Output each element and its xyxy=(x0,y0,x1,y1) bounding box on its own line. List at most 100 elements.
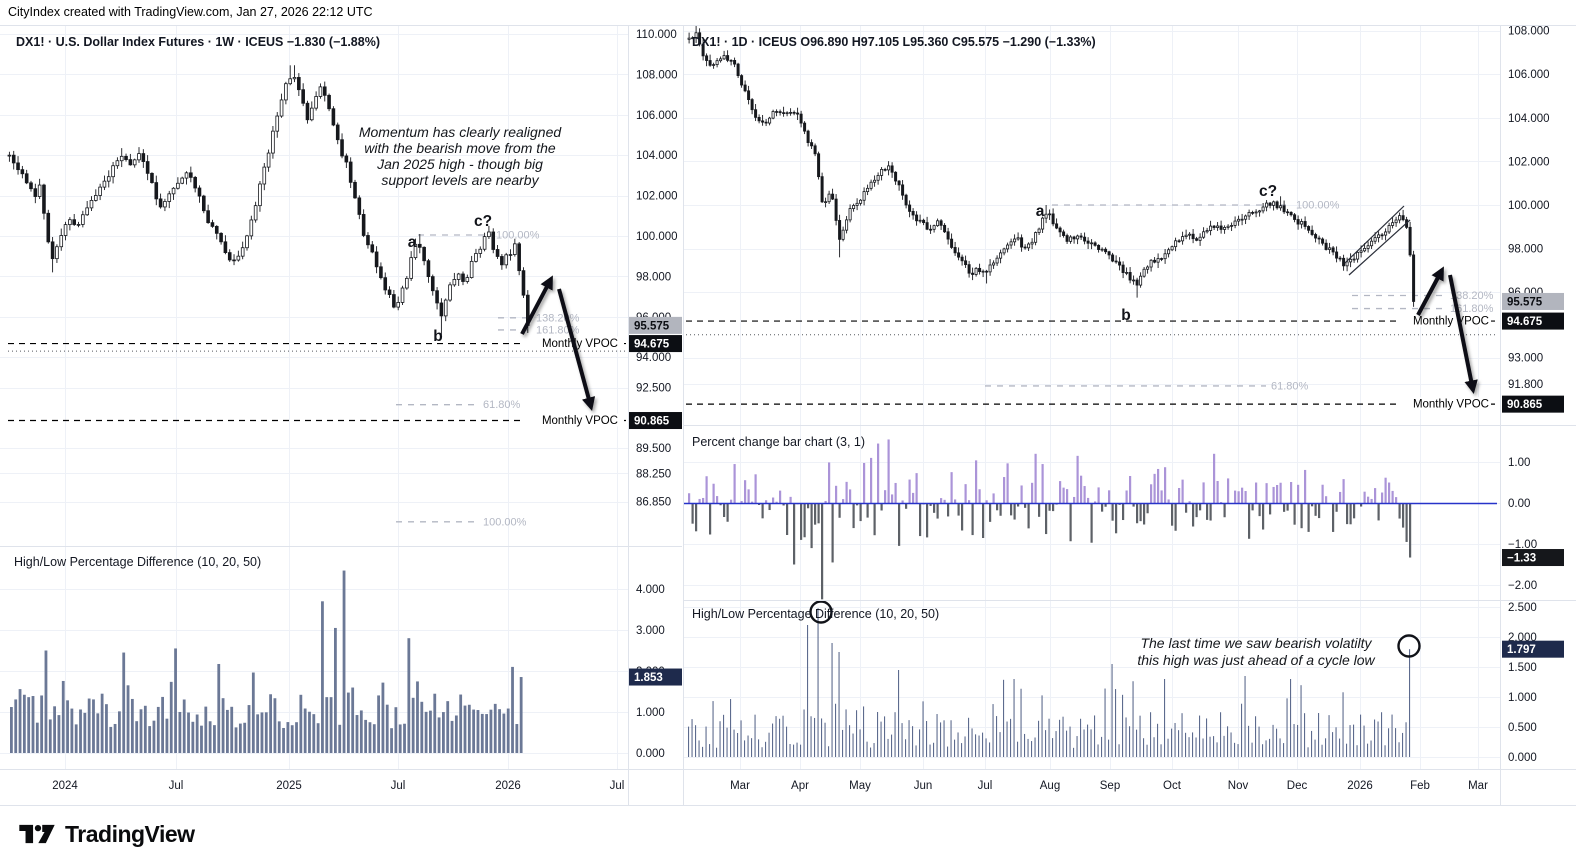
svg-text:−1.33: −1.33 xyxy=(1507,553,1536,565)
left-hlpd-title[interactable]: High/Low Percentage Difference (10, 20, … xyxy=(14,555,261,569)
svg-text:161.80%: 161.80% xyxy=(1450,303,1494,315)
svg-text:support levels are nearby: support levels are nearby xyxy=(381,172,539,188)
tradingview-logo-icon xyxy=(19,824,55,844)
left-main-time-axis[interactable]: 2024 Jul 2025 Jul 2026 Jul xyxy=(52,780,624,792)
left-main-levels: 100.00%138.20%161.80%Monthly VPOC61.80%M… xyxy=(8,229,626,528)
wave-label-c: c? xyxy=(474,213,492,230)
svg-text:89.500: 89.500 xyxy=(636,443,671,455)
left-main-candlesticks xyxy=(7,65,530,335)
svg-text:1.797: 1.797 xyxy=(1507,644,1536,656)
svg-text:100.000: 100.000 xyxy=(1508,200,1550,212)
svg-text:Mar: Mar xyxy=(1468,780,1488,792)
svg-text:Sep: Sep xyxy=(1100,780,1120,792)
svg-text:98.000: 98.000 xyxy=(636,271,671,283)
svg-text:Jul: Jul xyxy=(610,780,625,792)
svg-text:2026: 2026 xyxy=(495,780,521,792)
svg-text:Jun: Jun xyxy=(914,780,933,792)
svg-text:Jul: Jul xyxy=(169,780,184,792)
logo-text: TradingView xyxy=(65,820,195,847)
left-hlpd-bars xyxy=(10,570,523,753)
svg-text:0.000: 0.000 xyxy=(636,748,665,760)
svg-text:100.00%: 100.00% xyxy=(1296,200,1340,212)
svg-text:with the bearish move from the: with the bearish move from the xyxy=(364,140,556,156)
svg-text:Jul: Jul xyxy=(978,780,993,792)
svg-text:2.500: 2.500 xyxy=(1508,602,1537,614)
wave-label-c: c? xyxy=(1259,183,1277,200)
right-chart-legend[interactable]: DX1! · 1D · ICEUS O96.890 H97.105 L95.36… xyxy=(692,35,1096,49)
svg-text:1.000: 1.000 xyxy=(1508,692,1537,704)
wave-label-a: a xyxy=(1036,203,1045,220)
svg-text:94.000: 94.000 xyxy=(636,352,671,364)
svg-text:Oct: Oct xyxy=(1163,780,1182,792)
svg-text:61.80%: 61.80% xyxy=(1271,380,1309,392)
right-main-levels: 100.00%138.20%161.80%Monthly VPOC61.80%M… xyxy=(686,200,1497,411)
attribution-bar: CityIndex created with TradingView.com, … xyxy=(8,0,373,25)
svg-text:108.000: 108.000 xyxy=(636,69,678,81)
right-main-arrows[interactable] xyxy=(1416,266,1478,395)
right-hlpd-title[interactable]: High/Low Percentage Difference (10, 20, … xyxy=(692,607,939,621)
left-chart-legend[interactable]: DX1! · U.S. Dollar Index Futures · 1W · … xyxy=(16,35,380,49)
svg-text:Monthly VPOC: Monthly VPOC xyxy=(1413,399,1489,411)
svg-text:Mar: Mar xyxy=(730,780,750,792)
svg-text:2024: 2024 xyxy=(52,780,78,792)
svg-text:The last time we saw bearish v: The last time we saw bearish volatilty xyxy=(1140,635,1372,651)
svg-text:Nov: Nov xyxy=(1228,780,1249,792)
svg-text:Aug: Aug xyxy=(1040,780,1060,792)
gridlines xyxy=(0,25,1500,769)
right-main-price-scale[interactable]: 108.000 106.000 104.000 102.000 100.000 98.00… xyxy=(1508,26,1550,391)
svg-text:Feb: Feb xyxy=(1410,780,1430,792)
svg-text:2025: 2025 xyxy=(276,780,302,792)
svg-text:98.000: 98.000 xyxy=(1508,244,1543,256)
svg-text:90.865: 90.865 xyxy=(634,416,670,428)
svg-text:Apr: Apr xyxy=(791,780,809,792)
svg-text:92.500: 92.500 xyxy=(636,383,671,395)
left-main-price-scale[interactable]: 110.000 108.000 106.000 104.000 102.000 100.0… xyxy=(636,29,678,509)
svg-text:this high was just ahead of a: this high was just ahead of a cycle low xyxy=(1137,652,1375,668)
svg-text:94.675: 94.675 xyxy=(1507,316,1543,328)
svg-text:108.000: 108.000 xyxy=(1508,26,1550,38)
svg-text:95.575: 95.575 xyxy=(1507,296,1543,308)
svg-text:102.000: 102.000 xyxy=(1508,156,1550,168)
right-pct-price-scale[interactable]: 1.00 0.00 −1.00 −2.00 xyxy=(1508,457,1537,592)
svg-text:93.000: 93.000 xyxy=(1508,353,1543,365)
svg-text:100.00%: 100.00% xyxy=(483,516,527,528)
svg-text:−2.00: −2.00 xyxy=(1508,580,1537,592)
attribution-text: CityIndex created with TradingView.com, … xyxy=(8,5,373,19)
right-hlpd-bars xyxy=(688,608,1411,757)
right-pct-bars xyxy=(684,439,1497,600)
right-main-time-axis[interactable]: Mar Apr May Jun Jul Aug Sep Oct Nov Dec 2026 Feb Mar xyxy=(730,780,1488,792)
charts-area[interactable]: 100.00% 138.20% 161.80% Monthly VPOC 61.80% M… xyxy=(0,25,1576,806)
svg-text:94.675: 94.675 xyxy=(634,339,670,351)
right-pct-title[interactable]: Percent change bar chart (3, 1) xyxy=(692,435,865,449)
svg-text:138.20%: 138.20% xyxy=(536,312,580,324)
svg-text:86.850: 86.850 xyxy=(636,497,671,509)
wave-label-b: b xyxy=(433,328,442,345)
chart-canvas[interactable]: 100.00%138.20%161.80%Monthly VPOC61.80%M… xyxy=(0,25,1576,806)
svg-text:106.000: 106.000 xyxy=(636,110,678,122)
svg-text:61.80%: 61.80% xyxy=(483,399,521,411)
svg-text:110.000: 110.000 xyxy=(636,29,677,41)
highlight-circle xyxy=(809,600,833,624)
svg-text:2026: 2026 xyxy=(1347,780,1373,792)
svg-text:−1.00: −1.00 xyxy=(1508,539,1537,551)
svg-text:0.000: 0.000 xyxy=(1508,752,1537,764)
svg-text:100.00%: 100.00% xyxy=(496,229,540,241)
svg-text:1.853: 1.853 xyxy=(634,672,663,684)
svg-text:Monthly VPOC: Monthly VPOC xyxy=(1413,316,1489,328)
svg-text:106.000: 106.000 xyxy=(1508,69,1550,81)
svg-text:Monthly VPOC: Monthly VPOC xyxy=(542,415,618,427)
wave-label-a: a xyxy=(408,234,417,251)
trend-channel-line[interactable] xyxy=(1348,219,1411,276)
svg-text:Jan 2025 high - though big: Jan 2025 high - though big xyxy=(376,156,543,172)
svg-text:3.000: 3.000 xyxy=(636,625,665,637)
svg-text:1.500: 1.500 xyxy=(1508,662,1537,674)
svg-text:104.000: 104.000 xyxy=(636,150,678,162)
svg-text:102.000: 102.000 xyxy=(636,191,678,203)
wave-label-b: b xyxy=(1121,307,1130,324)
svg-text:Momentum has clearly realigned: Momentum has clearly realigned xyxy=(359,124,563,140)
left-main-arrows[interactable] xyxy=(520,275,596,411)
trend-channel-line[interactable] xyxy=(1344,205,1405,264)
svg-text:88.250: 88.250 xyxy=(636,468,671,480)
svg-text:0.00: 0.00 xyxy=(1508,498,1530,510)
